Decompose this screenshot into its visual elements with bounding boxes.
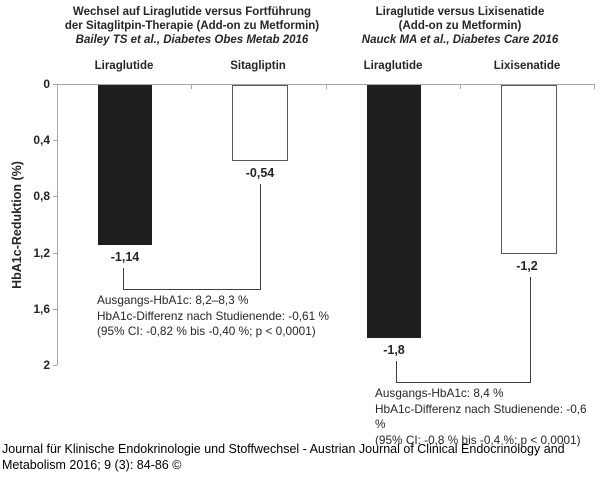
right-annotation-line1: Ausgangs-HbA1c: 8,4 % xyxy=(375,386,504,400)
bar-value-label: -1,8 xyxy=(383,343,405,357)
y-axis-title: HbA1c-Reduktion (%) xyxy=(10,161,24,289)
y-tick-label-2: 2 xyxy=(43,358,50,372)
left-bracket-segment xyxy=(123,268,124,290)
right-bracket-segment xyxy=(396,361,397,383)
x-axis-tick xyxy=(326,85,327,89)
category-label-liraglutide-left: Liraglutide xyxy=(94,60,154,72)
left-annotation-line3: (95% CI: -0,82 % bis -0,40 %; p < 0,0001… xyxy=(97,324,316,338)
footer-citation-line2: Metabolism 2016; 9 (3): 84-86 © xyxy=(2,458,182,472)
y-axis-tick xyxy=(53,309,57,310)
y-tick-label-04: 0,4 xyxy=(33,133,50,147)
right-panel-title-line1: Liraglutide versus Lixisenatide xyxy=(375,6,545,18)
x-axis-tick xyxy=(191,85,192,89)
x-axis-line xyxy=(57,84,595,85)
x-axis-tick xyxy=(57,85,58,89)
bar-value-label: -1,2 xyxy=(516,259,538,273)
right-panel-citation: Nauck MA et al., Diabetes Care 2016 xyxy=(361,34,559,46)
right-panel-title: Liraglutide versus Lixisenatide (Add-on … xyxy=(330,5,590,47)
y-axis-tick xyxy=(53,365,57,366)
footer-citation-line1: Journal für Klinische Endokrinologie und… xyxy=(2,442,565,456)
left-panel-citation: Bailey TS et al., Diabetes Obes Metab 20… xyxy=(75,34,309,46)
right-annotation-line2: HbA1c-Differenz nach Studienende: -0,6 % xyxy=(375,401,587,432)
right-panel-title-line2: (Add-on zu Metformin) xyxy=(398,20,522,32)
y-tick-label-0: 0 xyxy=(43,77,50,91)
bar-liraglutide-vs-sitagliptin xyxy=(98,85,152,245)
x-axis-tick xyxy=(594,85,595,89)
footer-citation: Journal für Klinische Endokrinologie und… xyxy=(2,441,598,473)
y-axis-tick xyxy=(53,196,57,197)
right-annotation: Ausgangs-HbA1c: 8,4 % HbA1c-Differenz na… xyxy=(375,386,600,448)
right-annotation-line3: (95% CI: -0,8 % bis -0,4 %; p < 0,0001) xyxy=(375,432,581,447)
left-panel-title: Wechsel auf Liraglutide versus Fortführu… xyxy=(52,5,332,47)
y-axis-tick xyxy=(53,140,57,141)
category-label-liraglutide-right: Liraglutide xyxy=(363,60,423,72)
right-bracket-segment xyxy=(396,382,531,383)
bar-value-label: -1,14 xyxy=(110,250,140,264)
category-label-sitagliptin: Sitagliptin xyxy=(230,60,286,72)
bar-lixisenatide xyxy=(501,85,557,254)
x-axis-tick xyxy=(460,85,461,89)
left-annotation: Ausgangs-HbA1c: 8,2–8,3 % HbA1c-Differen… xyxy=(97,293,329,340)
left-annotation-line1: Ausgangs-HbA1c: 8,2–8,3 % xyxy=(97,293,249,307)
y-axis-tick xyxy=(53,84,57,85)
y-axis-tick xyxy=(53,253,57,254)
bar-liraglutide-vs-lixisenatide xyxy=(367,85,421,338)
left-annotation-line2: HbA1c-Differenz nach Studienende: -0,61 … xyxy=(97,308,329,323)
right-bracket-segment xyxy=(530,277,531,383)
left-panel-title-line1: Wechsel auf Liraglutide versus Fortführu… xyxy=(72,6,312,18)
left-bracket-segment xyxy=(260,184,261,290)
bar-sitagliptin xyxy=(232,85,288,161)
y-axis-line xyxy=(57,84,58,365)
y-tick-label-08: 0,8 xyxy=(33,189,50,203)
bar-value-label: -0,54 xyxy=(245,166,275,180)
category-label-lixisenatide: Lixisenatide xyxy=(493,60,561,72)
left-bracket-segment xyxy=(123,289,261,290)
left-panel-title-line2: der Sitaglitpin-Therapie (Add-on zu Metf… xyxy=(64,20,320,32)
y-tick-label-16: 1,6 xyxy=(33,302,50,316)
y-tick-label-12: 1,2 xyxy=(33,246,50,260)
